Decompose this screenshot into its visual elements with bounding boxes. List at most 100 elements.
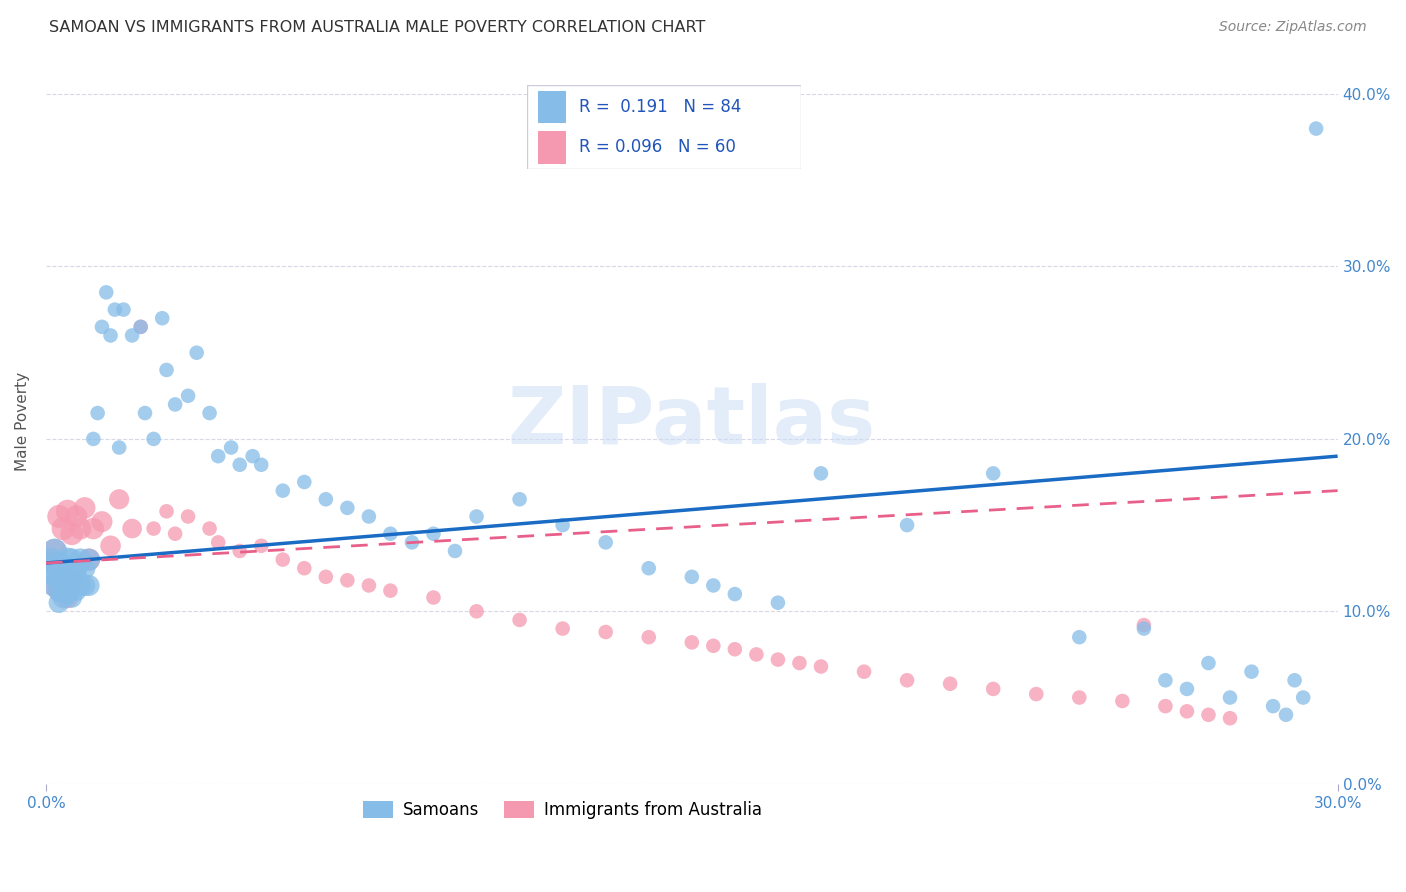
- Point: [444, 544, 467, 558]
- Point: [65, 561, 87, 575]
- Point: [1284, 673, 1306, 688]
- Point: [681, 635, 703, 649]
- Point: [39, 552, 62, 566]
- Point: [745, 648, 768, 662]
- Point: [77, 552, 100, 566]
- Text: R = 0.096   N = 60: R = 0.096 N = 60: [579, 138, 737, 156]
- Point: [108, 441, 131, 455]
- Point: [48, 583, 70, 598]
- Point: [724, 642, 747, 657]
- Point: [1175, 704, 1198, 718]
- Point: [129, 319, 152, 334]
- Point: [129, 319, 152, 334]
- Point: [39, 556, 62, 570]
- Point: [724, 587, 747, 601]
- Point: [219, 441, 242, 455]
- Point: [91, 319, 114, 334]
- Point: [228, 458, 250, 472]
- Point: [551, 518, 574, 533]
- Legend: Samoans, Immigrants from Australia: Samoans, Immigrants from Australia: [356, 795, 769, 826]
- Point: [637, 630, 659, 644]
- Text: Source: ZipAtlas.com: Source: ZipAtlas.com: [1219, 20, 1367, 34]
- Point: [44, 544, 66, 558]
- Point: [165, 397, 187, 411]
- Point: [165, 526, 187, 541]
- Point: [198, 406, 221, 420]
- Point: [810, 467, 832, 481]
- Point: [60, 591, 83, 605]
- Point: [142, 522, 165, 536]
- Point: [981, 467, 1004, 481]
- Point: [1198, 707, 1220, 722]
- Point: [60, 574, 83, 588]
- Point: [177, 389, 200, 403]
- Point: [69, 522, 91, 536]
- Point: [939, 677, 962, 691]
- Point: [198, 522, 221, 536]
- Point: [422, 591, 444, 605]
- Point: [1025, 687, 1047, 701]
- Point: [242, 449, 264, 463]
- Point: [48, 583, 70, 598]
- Point: [595, 535, 617, 549]
- Point: [1133, 622, 1156, 636]
- Text: SAMOAN VS IMMIGRANTS FROM AUSTRALIA MALE POVERTY CORRELATION CHART: SAMOAN VS IMMIGRANTS FROM AUSTRALIA MALE…: [49, 20, 706, 35]
- Point: [52, 574, 75, 588]
- Point: [56, 552, 79, 566]
- Point: [44, 578, 66, 592]
- Point: [1154, 673, 1177, 688]
- Point: [1111, 694, 1133, 708]
- Point: [1219, 711, 1241, 725]
- Point: [73, 500, 96, 515]
- Point: [69, 578, 91, 592]
- Point: [551, 622, 574, 636]
- Point: [1154, 699, 1177, 714]
- Y-axis label: Male Poverty: Male Poverty: [15, 372, 30, 471]
- Point: [1133, 618, 1156, 632]
- Point: [853, 665, 876, 679]
- Point: [250, 458, 273, 472]
- Point: [766, 652, 789, 666]
- Point: [39, 561, 62, 575]
- Point: [177, 509, 200, 524]
- Point: [357, 578, 380, 592]
- Point: [91, 515, 114, 529]
- Point: [48, 556, 70, 570]
- Point: [186, 345, 208, 359]
- Point: [637, 561, 659, 575]
- Point: [52, 591, 75, 605]
- Point: [108, 492, 131, 507]
- Point: [60, 552, 83, 566]
- Point: [112, 302, 135, 317]
- Point: [44, 578, 66, 592]
- Point: [155, 504, 177, 518]
- Point: [73, 578, 96, 592]
- Text: ZIPatlas: ZIPatlas: [508, 383, 876, 460]
- Point: [56, 591, 79, 605]
- Point: [896, 673, 918, 688]
- Point: [96, 285, 118, 300]
- Point: [1198, 656, 1220, 670]
- Point: [336, 500, 359, 515]
- Point: [292, 561, 315, 575]
- Point: [77, 552, 100, 566]
- Point: [465, 509, 488, 524]
- Point: [155, 363, 177, 377]
- Point: [121, 522, 143, 536]
- Point: [69, 552, 91, 566]
- Point: [702, 578, 724, 592]
- Point: [82, 432, 104, 446]
- Point: [65, 509, 87, 524]
- Point: [1240, 665, 1263, 679]
- Bar: [538, 91, 565, 123]
- Point: [134, 406, 156, 420]
- Point: [509, 613, 531, 627]
- Point: [56, 504, 79, 518]
- FancyBboxPatch shape: [527, 85, 801, 169]
- Point: [48, 509, 70, 524]
- Point: [100, 328, 122, 343]
- Point: [315, 570, 337, 584]
- Point: [150, 311, 173, 326]
- Point: [52, 574, 75, 588]
- Bar: [538, 131, 565, 163]
